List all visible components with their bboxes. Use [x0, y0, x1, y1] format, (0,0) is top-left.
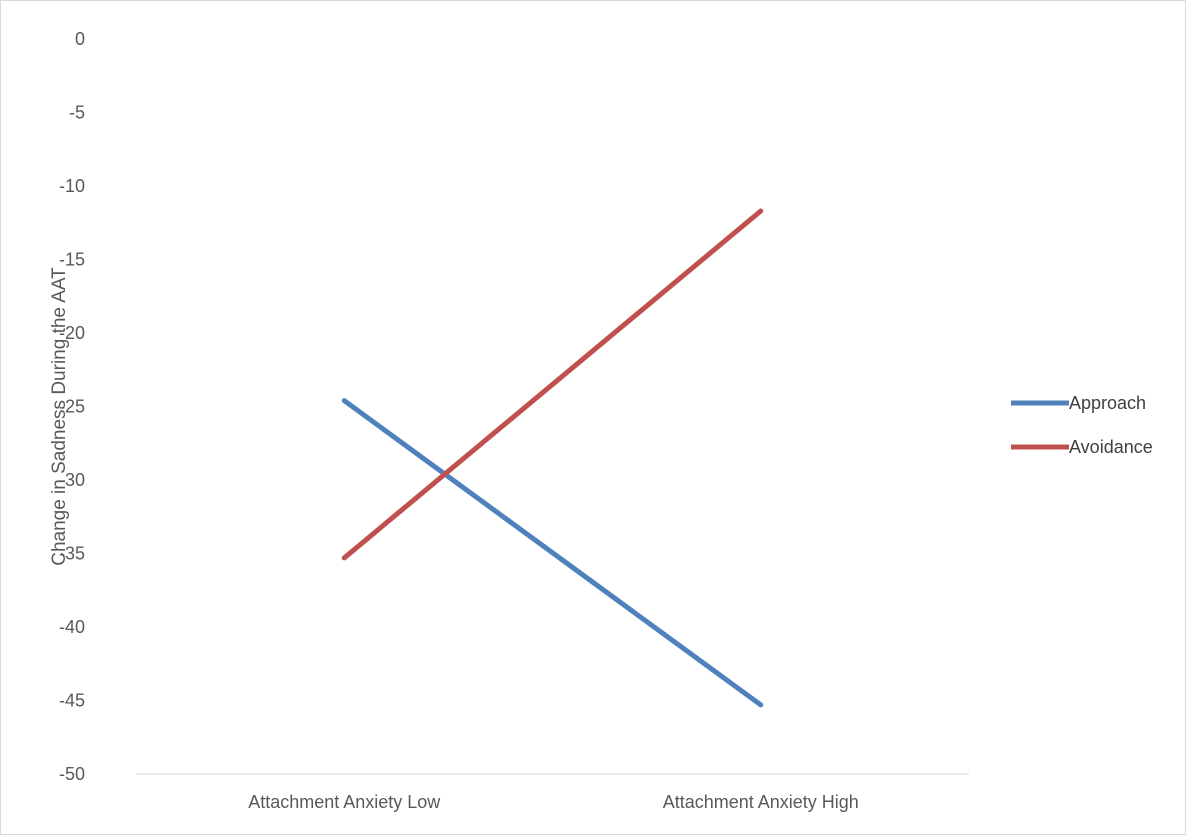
y-tick-label: -45 [59, 691, 85, 711]
y-tick-label: -20 [59, 323, 85, 343]
x-tick-label: Attachment Anxiety High [663, 792, 859, 812]
legend-label-avoidance: Avoidance [1069, 437, 1153, 457]
x-axis-ticks: Attachment Anxiety Low Attachment Anxiety… [248, 792, 859, 812]
y-tick-label: -15 [59, 250, 85, 270]
y-tick-label: 0 [75, 29, 85, 49]
y-tick-label: -50 [59, 764, 85, 784]
legend: Approach Avoidance [1011, 393, 1153, 457]
series-lines [341, 208, 764, 708]
y-tick-label: -5 [69, 103, 85, 123]
y-axis-title: Change in Sadness During the AAT [49, 267, 70, 566]
y-tick-label: -30 [59, 470, 85, 490]
y-tick-label: -40 [59, 617, 85, 637]
series-line-avoidance [341, 208, 764, 561]
y-tick-label: -10 [59, 176, 85, 196]
y-axis-ticks: 0 -5 -10 -15 -20 -25 -30 -35 -40 -45 -50 [59, 29, 85, 784]
y-tick-label: -25 [59, 397, 85, 417]
series-line-approach [341, 398, 764, 708]
x-tick-label: Attachment Anxiety Low [248, 792, 441, 812]
y-tick-label: -35 [59, 544, 85, 564]
legend-label-approach: Approach [1069, 393, 1146, 413]
